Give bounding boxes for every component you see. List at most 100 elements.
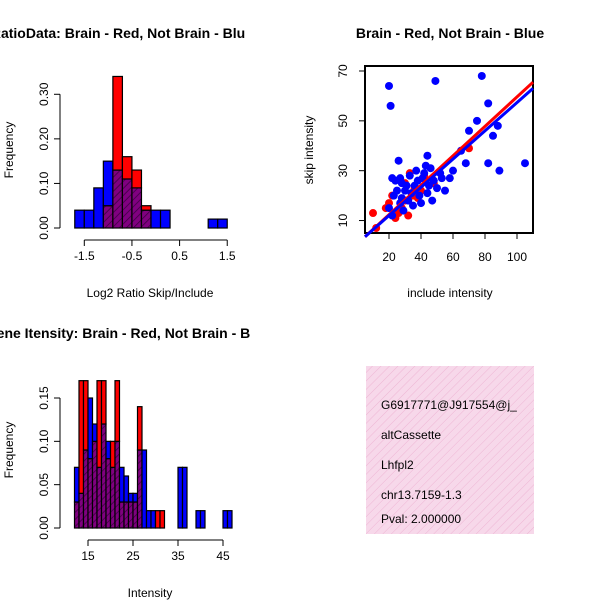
scatter-notbrain-point xyxy=(417,199,425,208)
intensity-histogram-overlap-bar xyxy=(82,449,89,529)
intensity-histogram-overlap-bar xyxy=(91,440,98,529)
intensity-histogram-notbrain-bar xyxy=(127,492,134,503)
scatter-notbrain-point xyxy=(402,181,411,190)
scatter-notbrain-point xyxy=(399,206,408,215)
intensity-histogram-overlap-bar xyxy=(118,501,125,529)
info-location: chr13.7159-1.3 xyxy=(381,488,462,502)
intensity-histogram-overlap-bar xyxy=(127,501,134,529)
scatter-notbrain-point xyxy=(441,186,449,195)
intensity-histogram-overlap-bar xyxy=(87,458,94,529)
scatter-x-tick-label: 20 xyxy=(382,250,396,264)
intensity-histogram-panel: Gene Itensity: Brain - Red, Not Brain - … xyxy=(0,325,250,600)
scatter-notbrain-point xyxy=(473,116,481,125)
scatter-notbrain-point xyxy=(431,76,440,85)
scatter-notbrain-point xyxy=(409,201,417,210)
intensity-histogram-y-tick-label: 0.05 xyxy=(37,473,51,497)
scatter-xlabel: include intensity xyxy=(407,286,492,300)
scatter-notbrain-point xyxy=(428,196,437,205)
scatter-notbrain-point xyxy=(385,81,393,90)
scatter-notbrain-point xyxy=(393,186,401,195)
intensity-histogram-overlap-bar xyxy=(132,501,139,529)
intensity-histogram-x-tick-label: 45 xyxy=(216,549,230,563)
ratio-histogram-notbrain-bar xyxy=(83,209,95,229)
ratio-histogram-y-tick-label: 0.30 xyxy=(37,82,51,106)
scatter-notbrain-point xyxy=(437,174,446,183)
scatter-notbrain-point xyxy=(477,71,486,80)
ratio-histogram-overlap-bar xyxy=(112,169,124,229)
intensity-histogram-brain-bar xyxy=(154,510,161,529)
ratio-histogram-overlap-bar xyxy=(140,209,152,229)
info-event-type: altCassette xyxy=(381,428,441,442)
intensity-histogram-brain-bar xyxy=(114,380,121,442)
scatter-notbrain-point xyxy=(521,159,529,168)
ratio-histogram-notbrain-bar xyxy=(159,209,171,229)
scatter-x-tick-label: 60 xyxy=(446,250,460,264)
intensity-histogram-title: Gene Itensity: Brain - Red, Not Brain - … xyxy=(0,325,250,341)
scatter-notbrain-point xyxy=(484,99,493,108)
intensity-histogram-axes: 15 25 35 45 0.00 0.05 0.10 0.15 xyxy=(37,386,230,563)
intensity-histogram-notbrain-bar xyxy=(195,510,202,529)
intensity-histogram-notbrain-bar xyxy=(150,510,157,529)
ratio-histogram-overlap-bar xyxy=(131,187,143,229)
intensity-histogram-notbrain-bar xyxy=(226,510,233,529)
intensity-histogram-notbrain-bar xyxy=(141,449,148,529)
ratio-histogram-notbrain-bar xyxy=(102,160,114,207)
scatter-notbrain-point xyxy=(386,101,395,110)
intensity-histogram-overlap-bar xyxy=(105,458,112,529)
scatter-notbrain-point xyxy=(405,171,414,180)
intensity-histogram-y-tick-label: 0.00 xyxy=(37,516,51,540)
ratio-histogram-title: RatioData: Brain - Red, Not Brain - Blu xyxy=(0,25,245,41)
intensity-histogram-overlap-bar xyxy=(78,492,85,529)
ratio-histogram-brain-bar xyxy=(112,75,124,171)
info-event-id: G6917771@J917554@j_ xyxy=(381,398,517,412)
scatter-notbrain-point xyxy=(426,164,435,173)
scatter-y-tick-label: 70 xyxy=(336,64,350,78)
ratio-histogram-panel: RatioData: Brain - Red, Not Brain - Blu … xyxy=(0,25,245,300)
intensity-histogram-notbrain-bar xyxy=(199,510,206,529)
scatter-y-tick-label: 50 xyxy=(336,114,350,128)
intensity-histogram-notbrain-bar xyxy=(132,492,139,503)
intensity-histogram-x-tick-label: 15 xyxy=(81,549,95,563)
ratio-histogram-brain-bar xyxy=(131,169,143,189)
scatter-notbrain-point xyxy=(420,169,429,178)
ratio-histogram-x-tick-label: -0.5 xyxy=(122,249,143,263)
ratio-histogram-x-tick-label: 0.5 xyxy=(171,249,188,263)
scatter-notbrain-point xyxy=(394,156,403,165)
info-pval: Pval: 2.000000 xyxy=(381,512,461,526)
intensity-histogram-xlabel: Intensity xyxy=(128,586,173,600)
scatter-brain-point xyxy=(404,211,413,220)
intensity-histogram-brain-bar xyxy=(109,440,116,468)
intensity-histogram-notbrain-bar xyxy=(87,397,94,460)
ratio-histogram-bars xyxy=(74,75,228,229)
scatter-notbrain-point xyxy=(445,174,454,183)
scatter-notbrain-point xyxy=(423,189,432,198)
intensity-histogram-overlap-bar xyxy=(109,466,116,529)
ratio-histogram-x-tick-label: 1.5 xyxy=(219,249,236,263)
scatter-notbrain-point xyxy=(484,159,493,168)
scatter-points xyxy=(369,71,529,233)
ratio-histogram-notbrain-bar xyxy=(150,209,162,229)
intensity-histogram-notbrain-bar xyxy=(222,510,229,529)
info-gene-name: Lhfpl2 xyxy=(381,458,414,472)
scatter-y-tick-label: 10 xyxy=(336,214,350,228)
scatter-notbrain-point xyxy=(495,166,504,175)
info-panel: G6917771@J917554@j_ altCassette Lhfpl2 c… xyxy=(366,366,534,534)
intensity-histogram-brain-bar xyxy=(78,380,85,494)
scatter-x-tick-label: 100 xyxy=(507,250,527,264)
intensity-histogram-notbrain-bar xyxy=(123,475,130,503)
intensity-histogram-y-tick-label: 0.10 xyxy=(37,429,51,453)
ratio-histogram-overlap-bar xyxy=(121,178,133,229)
scatter-notbrain-point xyxy=(449,166,457,175)
intensity-histogram-brain-bar xyxy=(100,380,107,425)
intensity-histogram-overlap-bar xyxy=(114,440,121,529)
intensity-histogram-overlap-bar xyxy=(73,501,80,529)
ratio-histogram-ylabel: Frequency xyxy=(2,122,16,179)
intensity-histogram-overlap-bar xyxy=(123,501,130,529)
intensity-histogram-x-tick-label: 35 xyxy=(171,549,185,563)
intensity-histogram-overlap-bar xyxy=(96,466,103,529)
scatter-ylabel: skip intensity xyxy=(302,116,316,185)
intensity-histogram-brain-bar xyxy=(136,406,143,451)
scatter-panel: Brain - Red, Not Brain - Blue 20 40 60 80 10… xyxy=(302,25,544,300)
scatter-x-tick-label: 40 xyxy=(414,250,428,264)
